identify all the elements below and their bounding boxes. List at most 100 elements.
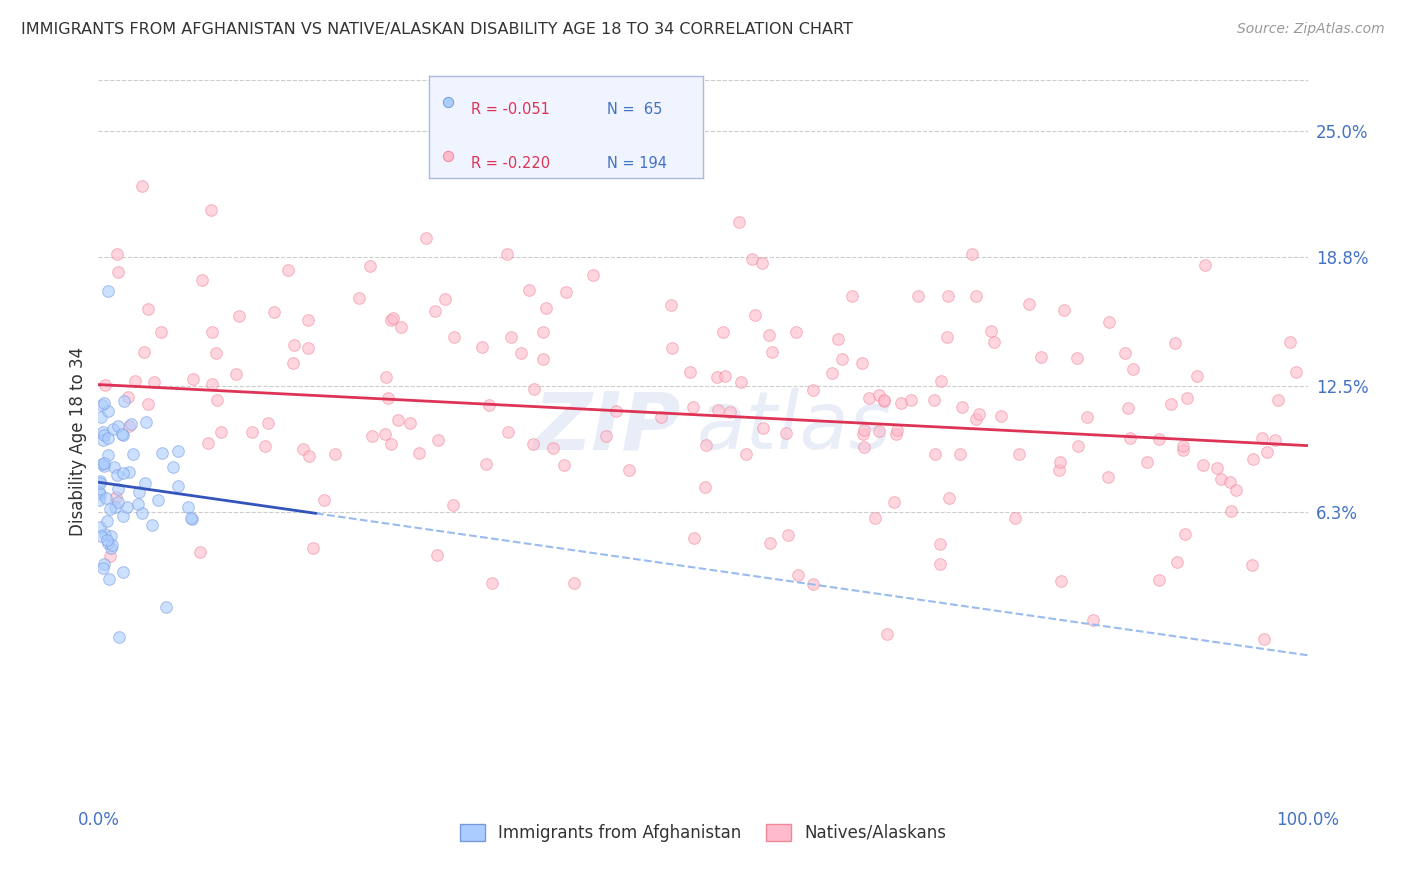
Point <box>107 483 129 497</box>
Point <box>761 344 783 359</box>
Point <box>821 366 844 380</box>
Point <box>104 500 127 515</box>
Y-axis label: Disability Age 18 to 34: Disability Age 18 to 34 <box>69 347 87 536</box>
Point <box>111 428 134 442</box>
Point <box>111 565 134 579</box>
Point <box>107 494 129 508</box>
Point <box>751 256 773 270</box>
Point <box>605 404 627 418</box>
Point <box>93 456 115 470</box>
Point <box>1253 632 1275 646</box>
Point <box>128 484 150 499</box>
Point <box>105 467 128 482</box>
Point <box>426 548 449 562</box>
Point <box>399 417 422 431</box>
Point <box>90 398 112 412</box>
Point <box>471 340 494 354</box>
Point <box>117 500 139 515</box>
Point <box>706 369 728 384</box>
Point <box>1241 452 1264 467</box>
Point <box>188 545 211 559</box>
Point <box>1076 410 1098 425</box>
Point <box>201 325 224 339</box>
Point <box>1225 483 1247 497</box>
Point <box>162 460 184 475</box>
Point <box>253 439 276 453</box>
Point <box>166 444 188 458</box>
Point <box>117 390 139 404</box>
Point <box>112 509 135 524</box>
Text: ZIP: ZIP <box>533 388 681 467</box>
Point <box>730 376 752 390</box>
Point <box>496 247 519 261</box>
Point <box>682 400 704 414</box>
Point <box>1136 454 1159 468</box>
Point <box>983 334 1005 349</box>
Point <box>415 230 437 244</box>
Point <box>87 485 110 500</box>
Point <box>522 436 544 450</box>
Point <box>693 480 716 494</box>
Point <box>1114 345 1136 359</box>
Point <box>683 531 706 545</box>
Point <box>1053 302 1076 317</box>
Point <box>936 330 959 344</box>
Point <box>97 448 120 462</box>
Point <box>1119 431 1142 445</box>
Point <box>853 441 876 455</box>
Point <box>111 427 134 442</box>
Point <box>180 512 202 526</box>
Point <box>1149 574 1171 588</box>
Point <box>886 423 908 437</box>
Point <box>100 529 122 543</box>
Point <box>90 409 112 424</box>
Point <box>695 437 717 451</box>
Point <box>801 577 824 591</box>
Point <box>103 459 125 474</box>
Point <box>741 252 763 266</box>
Point <box>96 514 118 528</box>
Point <box>1251 431 1274 445</box>
Point <box>200 202 222 217</box>
Point <box>1191 458 1213 472</box>
Point <box>155 600 177 615</box>
Point <box>93 561 115 575</box>
Point <box>143 375 166 389</box>
Point <box>150 446 173 460</box>
Point <box>1264 434 1286 448</box>
Point <box>873 393 896 408</box>
Point <box>1209 472 1232 486</box>
Point <box>387 413 409 427</box>
Point <box>132 345 155 359</box>
Point <box>118 465 141 479</box>
Point <box>478 398 501 412</box>
Point <box>377 391 399 405</box>
Point <box>93 377 115 392</box>
Point <box>90 529 112 543</box>
Point <box>380 437 402 451</box>
Point <box>1049 574 1071 588</box>
Point <box>1166 555 1188 569</box>
Point <box>1175 391 1198 405</box>
Point <box>297 341 319 355</box>
Point <box>786 567 808 582</box>
Point <box>1067 439 1090 453</box>
Point <box>785 325 807 339</box>
Point <box>100 541 122 556</box>
Point <box>205 392 228 407</box>
Point <box>873 393 896 408</box>
Point <box>103 422 125 436</box>
Point <box>965 412 987 426</box>
Point <box>841 289 863 303</box>
Point <box>936 288 959 302</box>
Point <box>1097 470 1119 484</box>
Point <box>100 538 122 552</box>
Point <box>595 429 617 443</box>
Point <box>1116 401 1139 416</box>
Point <box>122 447 145 461</box>
Point <box>349 292 371 306</box>
Point <box>281 356 304 370</box>
Point <box>180 511 202 525</box>
Point <box>1066 351 1088 366</box>
Point <box>1194 258 1216 272</box>
